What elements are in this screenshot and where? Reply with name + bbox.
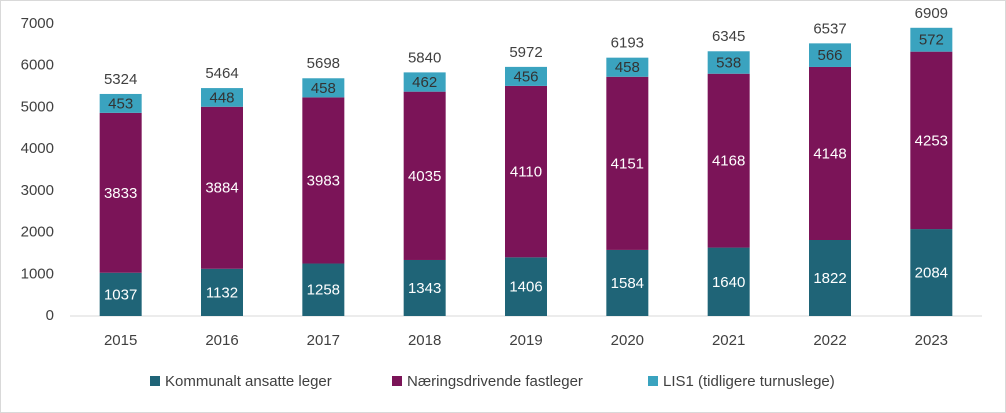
bar-segment — [302, 97, 345, 264]
x-tick-label: 2022 — [813, 332, 846, 349]
value-label: 1037 — [104, 286, 137, 303]
x-tick-label: 2017 — [307, 332, 340, 349]
bar-segment — [505, 66, 547, 86]
y-tick-label: 4000 — [21, 140, 54, 157]
value-label: 458 — [615, 59, 640, 76]
y-tick-label: 3000 — [21, 182, 54, 199]
y-tick-label: 2000 — [21, 224, 54, 241]
bar-segment — [201, 88, 243, 107]
value-label: 572 — [919, 32, 944, 49]
x-tick-label: 2020 — [611, 332, 644, 349]
x-tick-label: 2015 — [104, 332, 137, 349]
bar-segment — [809, 43, 851, 67]
x-tick-label: 2021 — [712, 332, 745, 349]
legend-label: Kommunalt ansatte leger — [165, 373, 332, 390]
bar-segment — [505, 257, 547, 316]
bar-segment — [910, 229, 953, 316]
bar-segment — [910, 27, 953, 52]
value-label: 1640 — [712, 274, 745, 291]
bar-segment — [606, 76, 649, 250]
bar-segment — [707, 247, 750, 316]
bar-segment — [403, 91, 446, 260]
value-label: 2084 — [915, 265, 948, 282]
value-label: 453 — [108, 95, 133, 112]
bar-segment — [302, 78, 345, 98]
total-label: 5972 — [509, 44, 542, 61]
legend-label: Næringsdrivende fastleger — [407, 373, 583, 390]
bar-segment — [403, 72, 446, 92]
x-tick-label: 2019 — [509, 332, 542, 349]
value-label: 3983 — [307, 172, 340, 189]
value-label: 456 — [513, 68, 538, 85]
bar-segment — [809, 66, 851, 240]
value-label: 4151 — [611, 155, 644, 172]
y-tick-label: 5000 — [21, 98, 54, 115]
value-label: 566 — [817, 47, 842, 64]
value-label: 1406 — [509, 279, 542, 296]
value-label: 3884 — [205, 180, 238, 197]
bar-segment — [403, 259, 446, 316]
value-label: 4253 — [915, 132, 948, 149]
total-label: 5840 — [408, 49, 441, 66]
value-label: 458 — [311, 80, 336, 97]
bar-segment — [99, 112, 142, 273]
y-tick-label: 0 — [46, 307, 54, 324]
x-tick-label: 2018 — [408, 332, 441, 349]
value-label: 4168 — [712, 153, 745, 170]
bar-segment — [809, 239, 851, 316]
value-label: 538 — [716, 54, 741, 71]
value-label: 1132 — [206, 284, 238, 301]
total-label: 5464 — [205, 65, 238, 82]
bar-segment — [505, 85, 547, 258]
bar-segment — [99, 93, 142, 113]
total-label: 5698 — [307, 55, 340, 72]
total-label: 5324 — [104, 71, 137, 88]
x-tick-label: 2023 — [915, 332, 948, 349]
y-tick-label: 7000 — [21, 15, 54, 32]
bar-segment — [707, 73, 750, 248]
legend-label: LIS1 (tidligere turnuslege) — [663, 373, 835, 390]
bar-segment — [606, 57, 649, 77]
value-label: 4148 — [813, 145, 846, 162]
value-label: 462 — [412, 74, 437, 91]
value-label: 448 — [209, 89, 234, 106]
value-label: 4035 — [408, 168, 441, 185]
x-tick-label: 2016 — [205, 332, 238, 349]
value-label: 1258 — [307, 282, 340, 299]
legend-swatch — [150, 376, 160, 386]
value-label: 1584 — [611, 275, 644, 292]
legend-swatch — [648, 376, 658, 386]
bar-segment — [201, 106, 243, 269]
bar-segment — [99, 272, 142, 316]
bar-segment — [201, 268, 243, 316]
value-label: 1343 — [408, 280, 441, 297]
total-label: 6909 — [915, 5, 948, 22]
value-label: 4110 — [510, 164, 542, 181]
value-label: 3833 — [104, 185, 137, 202]
bar-segment — [707, 51, 750, 74]
value-label: 1822 — [813, 270, 846, 287]
y-tick-label: 1000 — [21, 265, 54, 282]
y-tick-label: 6000 — [21, 57, 54, 74]
bar-segment — [606, 249, 649, 316]
legend-swatch — [392, 376, 402, 386]
bar-segment — [302, 263, 345, 316]
total-label: 6345 — [712, 28, 745, 45]
bar-segment — [910, 51, 953, 230]
total-label: 6537 — [813, 20, 846, 37]
total-label: 6193 — [611, 35, 644, 52]
